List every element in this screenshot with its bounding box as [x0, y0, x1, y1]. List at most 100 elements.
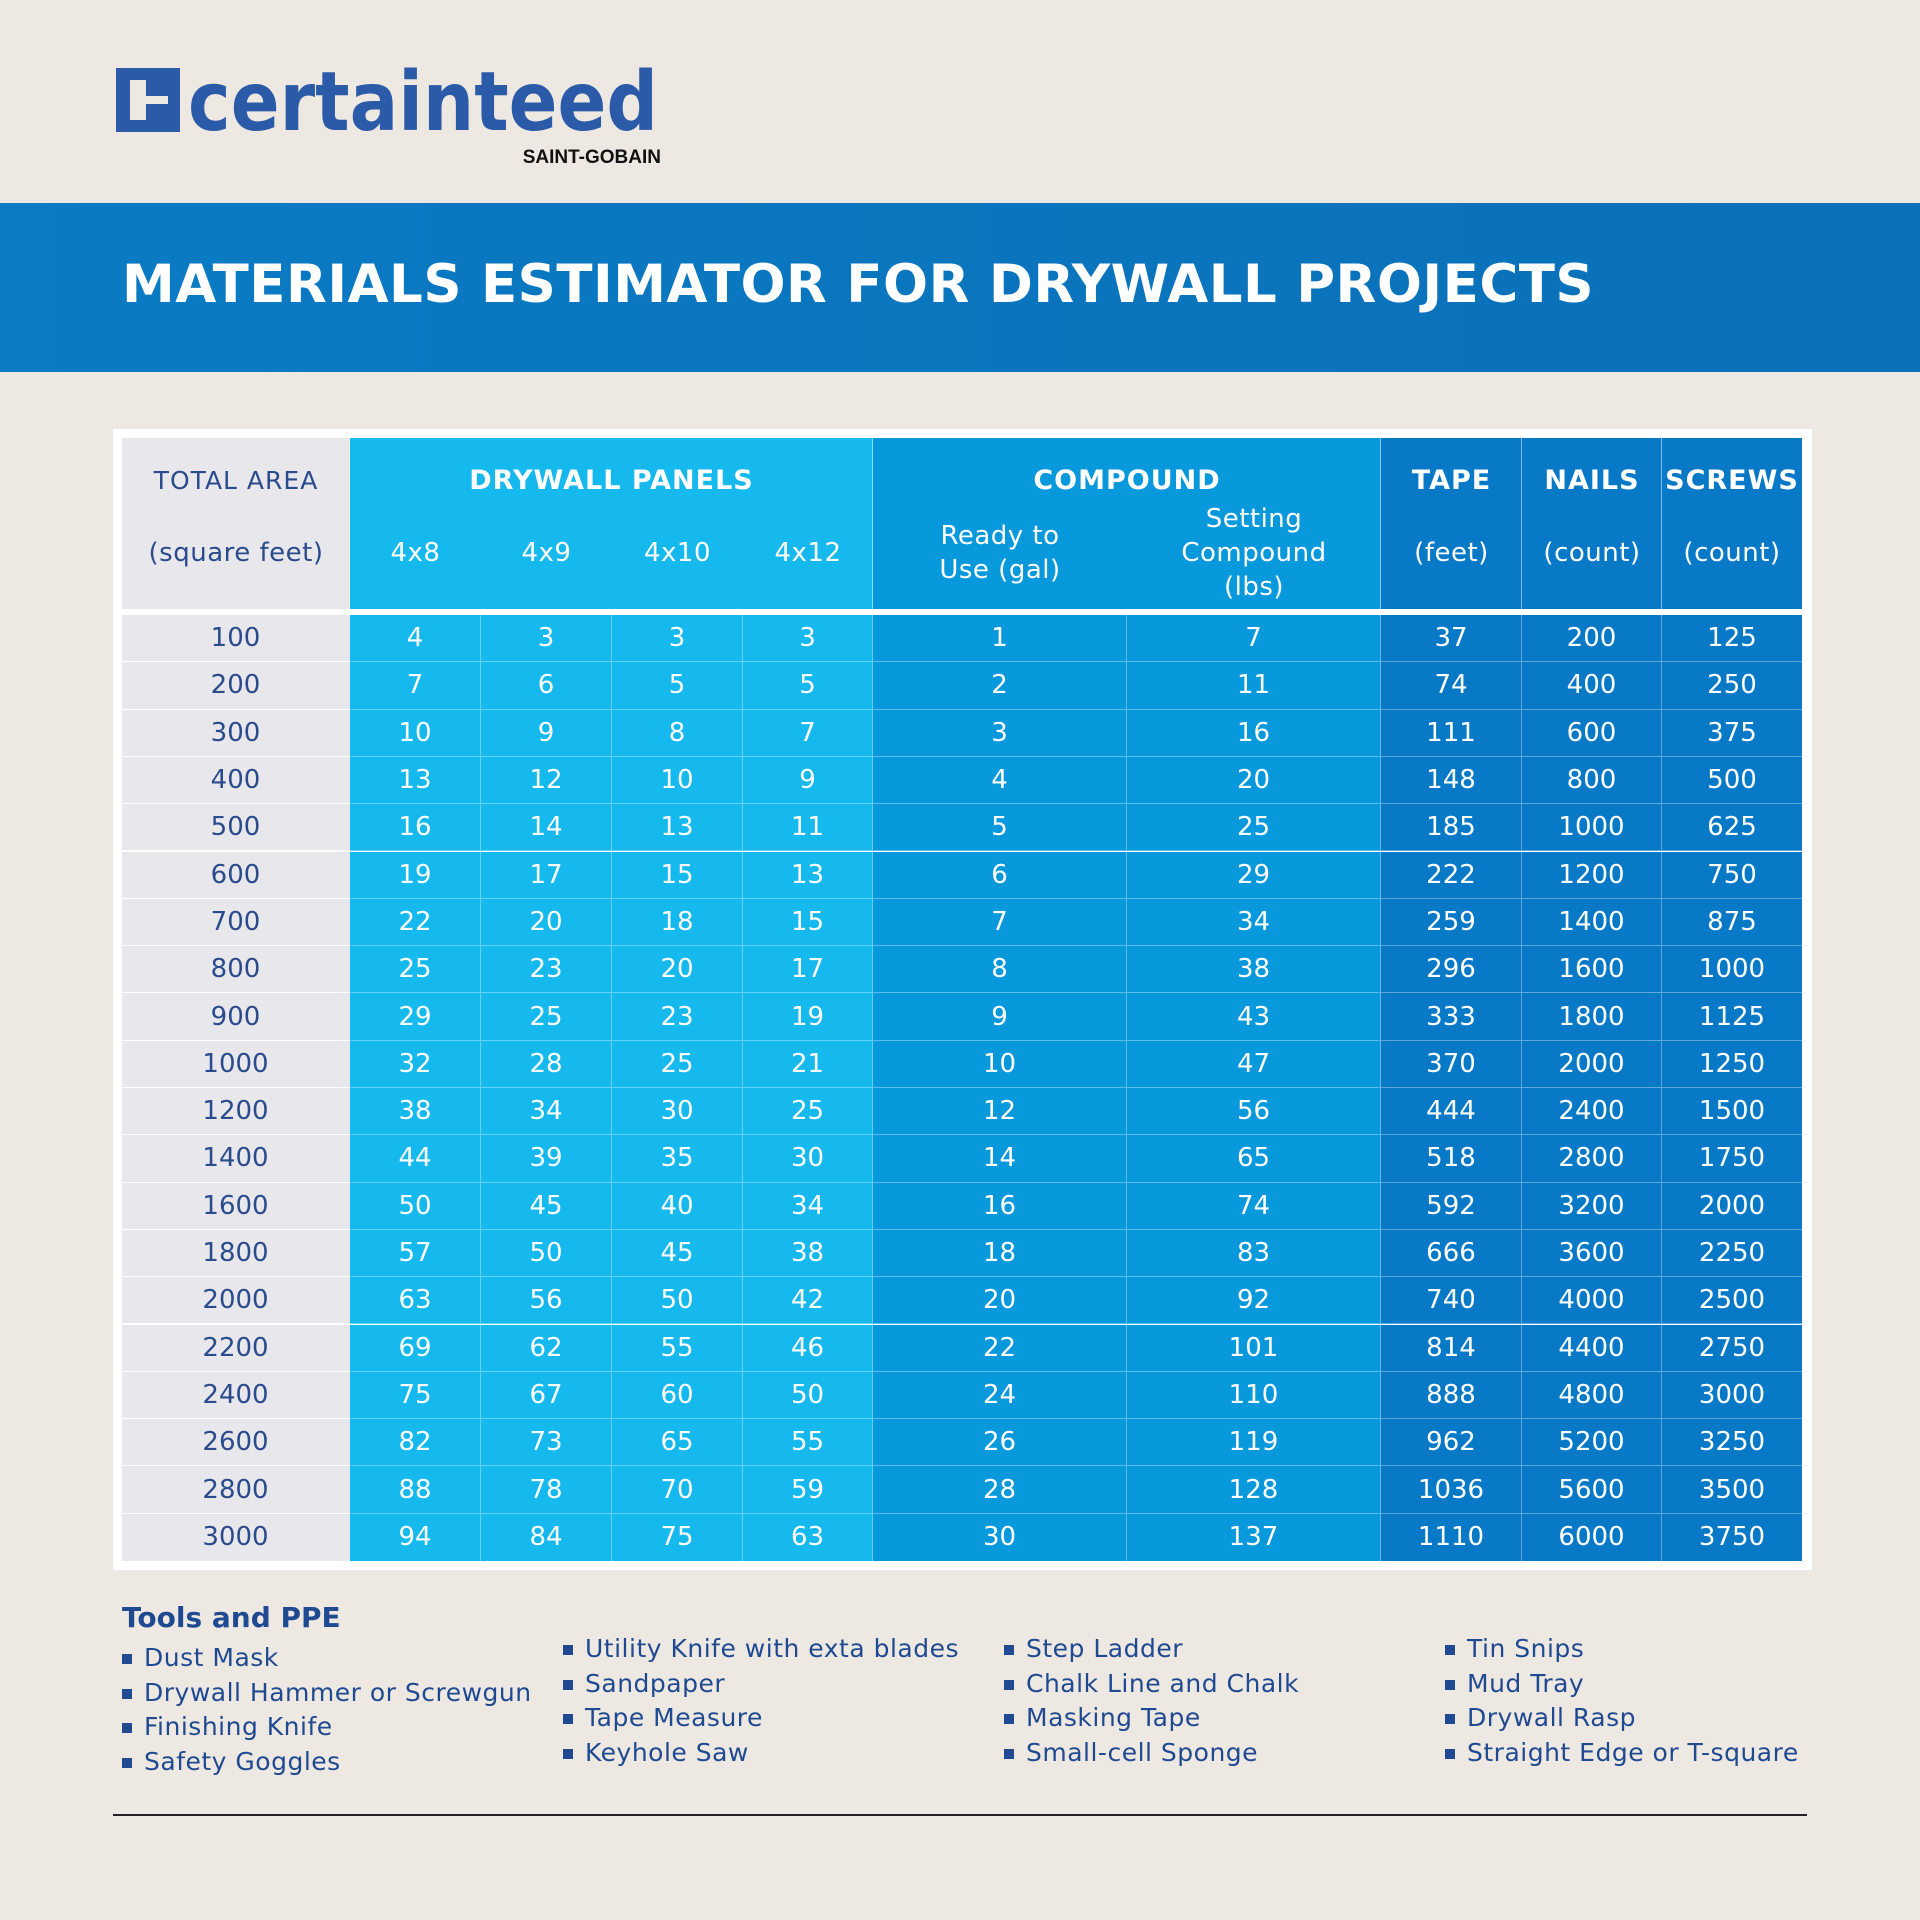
table-cell: 400	[1522, 662, 1662, 710]
table-cell: 9	[481, 709, 612, 757]
table-cell: 84	[481, 1513, 612, 1561]
table-cell: 800	[122, 946, 350, 994]
table-cell: 10	[350, 709, 481, 757]
title-band	[0, 203, 1920, 372]
table-cell: 5	[743, 662, 873, 710]
table-cell: 6	[481, 662, 612, 710]
table-cell: 1600	[1522, 946, 1662, 994]
table-cell: 185	[1381, 804, 1522, 852]
table-cell: 137	[1127, 1513, 1381, 1561]
table-cell: 7	[873, 898, 1127, 947]
table-cell: 25	[350, 946, 481, 994]
table-cell: 29	[350, 993, 481, 1041]
table-cell: 47	[1127, 1040, 1381, 1088]
group-header: SCREWS	[1665, 464, 1799, 496]
table-cell: 19	[743, 993, 873, 1041]
header-divider	[1661, 438, 1662, 609]
table-cell: 20	[481, 898, 612, 947]
table-cell: 250	[1662, 662, 1802, 710]
table-cell: 44	[350, 1135, 481, 1183]
table-cell: 83	[1127, 1229, 1381, 1278]
header-bg	[1522, 438, 1663, 609]
table-cell: 625	[1662, 804, 1802, 852]
table-cell: 222	[1381, 851, 1522, 899]
table-cell: 2500	[1662, 1277, 1802, 1325]
table-cell: 4000	[1522, 1277, 1662, 1325]
table-cell: 8	[873, 946, 1127, 994]
table-cell: 30	[612, 1088, 743, 1136]
table-cell: 400	[122, 756, 350, 805]
tool-item: Dust Mask	[122, 1643, 279, 1672]
table-cell: 45	[612, 1229, 743, 1278]
table-cell: 65	[1127, 1135, 1381, 1183]
column-header: Ready to Use (gal)	[939, 521, 1061, 585]
table-cell: 1800	[1522, 993, 1662, 1041]
table-cell: 3750	[1662, 1513, 1802, 1561]
table-cell: 7	[1127, 615, 1381, 663]
header-divider	[349, 438, 350, 609]
logo-icon-cut	[130, 80, 146, 120]
table-cell: 600	[1522, 709, 1662, 757]
table-cell: 59	[743, 1466, 873, 1514]
table-cell: 13	[612, 804, 743, 852]
table-cell: 370	[1381, 1040, 1522, 1088]
table-cell: 74	[1127, 1182, 1381, 1230]
table-cell: 518	[1381, 1135, 1522, 1183]
table-cell: 296	[1381, 946, 1522, 994]
table-cell: 82	[350, 1419, 481, 1467]
header-bg	[1127, 438, 1382, 609]
table-cell: 800	[1522, 756, 1662, 805]
table-cell: 2400	[1522, 1088, 1662, 1136]
table-cell: 1400	[122, 1135, 350, 1183]
table-cell: 13	[350, 756, 481, 805]
table-cell: 38	[350, 1088, 481, 1136]
table-cell: 444	[1381, 1088, 1522, 1136]
table-cell: 101	[1127, 1324, 1381, 1372]
table-cell: 42	[743, 1277, 873, 1325]
table-cell: 11	[743, 804, 873, 852]
table-cell: 1600	[122, 1182, 350, 1230]
table-cell: 23	[612, 993, 743, 1041]
logo: certainteed SAINT-GOBAIN	[116, 62, 661, 168]
table-cell: 50	[743, 1371, 873, 1420]
table-cell: 6000	[1522, 1513, 1662, 1561]
table-cell: 34	[1127, 898, 1381, 947]
table-cell: 200	[1522, 615, 1662, 663]
table-cell: 45	[481, 1182, 612, 1230]
table-cell: 4400	[1522, 1324, 1662, 1372]
tool-item: Utility Knife with exta blades	[563, 1634, 959, 1663]
table-cell: 110	[1127, 1371, 1381, 1420]
table-cell: 50	[612, 1277, 743, 1325]
table-cell: 11	[1127, 662, 1381, 710]
table-cell: 500	[1662, 756, 1802, 805]
header-bg	[350, 438, 482, 609]
table-cell: 92	[1127, 1277, 1381, 1325]
table-cell: 38	[1127, 946, 1381, 994]
table-cell: 5600	[1522, 1466, 1662, 1514]
logo-icon-cut	[146, 96, 168, 104]
header-bg	[612, 438, 744, 609]
table-cell: 19	[350, 851, 481, 899]
table-cell: 259	[1381, 898, 1522, 947]
table-cell: 5	[873, 804, 1127, 852]
table-cell: 2200	[122, 1324, 350, 1372]
table-cell: 16	[1127, 709, 1381, 757]
column-header: (count)	[1683, 538, 1781, 568]
table-cell: 60	[612, 1371, 743, 1420]
table-cell: 75	[612, 1513, 743, 1561]
tagline: SAINT-GOBAIN	[523, 147, 661, 168]
column-header: (feet)	[1414, 538, 1489, 568]
table-cell: 3200	[1522, 1182, 1662, 1230]
tool-item: Mud Tray	[1445, 1669, 1584, 1698]
table-cell: 500	[122, 804, 350, 852]
table-cell: 9	[743, 756, 873, 805]
table-cell: 30	[743, 1135, 873, 1183]
tool-item: Drywall Hammer or Screwgun	[122, 1678, 532, 1707]
table-cell: 25	[1127, 804, 1381, 852]
table-cell: 46	[743, 1324, 873, 1372]
table-cell: 70	[612, 1466, 743, 1514]
table-cell: 13	[743, 851, 873, 899]
table-cell: 3	[743, 615, 873, 663]
tool-item: Straight Edge or T-square	[1445, 1738, 1799, 1767]
